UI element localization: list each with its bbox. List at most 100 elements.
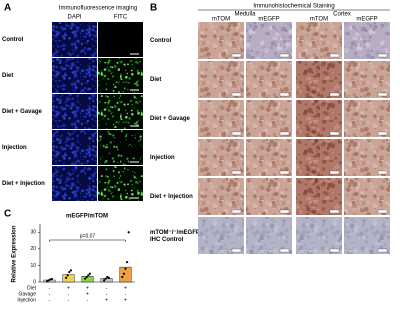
micrograph bbox=[246, 139, 292, 176]
micrograph bbox=[344, 139, 390, 176]
condition-label: Gavage bbox=[18, 291, 36, 297]
scale-bar bbox=[231, 53, 242, 58]
micrograph bbox=[52, 94, 97, 129]
column-header: mTOM bbox=[212, 17, 230, 23]
row-label: Diet + Injection bbox=[150, 194, 193, 200]
row-label: Diet bbox=[150, 77, 161, 83]
micrograph bbox=[296, 217, 342, 254]
scale-bar bbox=[377, 131, 388, 136]
micrograph bbox=[246, 217, 292, 254]
condition-sign: + bbox=[124, 297, 127, 303]
panel-label: A bbox=[4, 3, 11, 14]
condition-sign: - bbox=[68, 297, 70, 303]
scale-bar bbox=[231, 248, 242, 253]
scale-bar bbox=[377, 53, 388, 58]
micrograph bbox=[344, 61, 390, 98]
condition-sign: + bbox=[86, 291, 89, 297]
micrograph bbox=[344, 217, 390, 254]
row-label: mTOM⁻/⁻/mEGFP⁻/⁻ bbox=[150, 230, 208, 236]
condition-sign: - bbox=[125, 291, 127, 297]
micrograph bbox=[296, 178, 342, 215]
region-label: Cortex bbox=[333, 12, 351, 18]
micrograph bbox=[296, 139, 342, 176]
row-label: Diet + Gavage bbox=[2, 109, 43, 115]
micrograph bbox=[198, 178, 244, 215]
scale-bar bbox=[329, 131, 340, 136]
condition-sign: - bbox=[68, 291, 70, 297]
scale-bar bbox=[329, 53, 340, 58]
condition-sign: - bbox=[49, 297, 51, 303]
scale-bar bbox=[329, 170, 340, 175]
micrograph bbox=[296, 61, 342, 98]
scale-bar bbox=[377, 170, 388, 175]
micrograph bbox=[344, 100, 390, 137]
condition-sign: - bbox=[49, 285, 51, 291]
micrograph bbox=[246, 178, 292, 215]
data-point bbox=[84, 277, 87, 280]
micrograph bbox=[52, 58, 97, 93]
data-point bbox=[124, 267, 127, 270]
data-point bbox=[69, 269, 72, 272]
scale-bar bbox=[279, 209, 290, 214]
y-tick-label: 0 bbox=[33, 279, 36, 285]
scale-bar bbox=[377, 92, 388, 97]
data-point bbox=[103, 279, 106, 282]
micrograph bbox=[52, 166, 97, 201]
condition-sign: + bbox=[124, 285, 127, 291]
column-header: FITC bbox=[114, 15, 128, 21]
y-axis-label: Relative Expression bbox=[12, 225, 18, 282]
condition-label: Injection bbox=[17, 297, 36, 303]
y-tick-label: 20 bbox=[30, 246, 36, 252]
scale-bar bbox=[279, 92, 290, 97]
data-point bbox=[104, 277, 107, 280]
chart-title: mEGFP/mTOM bbox=[66, 214, 108, 220]
scale-bar bbox=[279, 248, 290, 253]
micrograph bbox=[296, 100, 342, 137]
data-point bbox=[122, 272, 125, 275]
y-tick-label: 10 bbox=[30, 263, 36, 269]
condition-sign: + bbox=[86, 285, 89, 291]
micrograph bbox=[198, 22, 244, 59]
data-point bbox=[66, 274, 69, 277]
condition-sign: + bbox=[105, 297, 108, 303]
data-point bbox=[126, 261, 129, 264]
micrograph bbox=[98, 130, 143, 165]
micrograph bbox=[344, 178, 390, 215]
micrograph bbox=[246, 61, 292, 98]
row-label: Control bbox=[2, 37, 24, 43]
data-point bbox=[107, 276, 110, 279]
data-point bbox=[87, 274, 90, 277]
condition-sign: - bbox=[106, 285, 108, 291]
micrograph bbox=[344, 22, 390, 59]
row-label: Injection bbox=[2, 145, 27, 151]
scale-bar bbox=[231, 131, 242, 136]
micrograph bbox=[198, 139, 244, 176]
data-point bbox=[50, 277, 54, 281]
micrograph bbox=[98, 58, 143, 93]
micrograph bbox=[98, 94, 143, 129]
panel-title: Immunohistochemical Staining bbox=[253, 4, 334, 10]
scale-bar bbox=[279, 53, 290, 58]
bar bbox=[62, 274, 75, 283]
condition-sign: - bbox=[49, 291, 51, 297]
row-label: Control bbox=[150, 38, 172, 44]
row-label: IHC Control bbox=[150, 237, 184, 243]
micrograph bbox=[52, 22, 97, 57]
scale-bar bbox=[377, 248, 388, 253]
scale-bar bbox=[231, 209, 242, 214]
row-label: Injection bbox=[150, 155, 175, 161]
micrograph bbox=[296, 22, 342, 59]
data-point bbox=[88, 272, 91, 275]
scale-bar bbox=[329, 92, 340, 97]
scale-bar bbox=[329, 209, 340, 214]
column-header: DAPI bbox=[67, 15, 81, 21]
micrograph bbox=[246, 22, 292, 59]
micrograph bbox=[52, 130, 97, 165]
column-header: mTOM bbox=[310, 17, 328, 23]
data-point bbox=[65, 276, 68, 279]
scale-bar bbox=[329, 248, 340, 253]
data-point bbox=[68, 270, 71, 274]
region-label: Medulla bbox=[234, 12, 256, 18]
micrograph bbox=[98, 22, 143, 57]
